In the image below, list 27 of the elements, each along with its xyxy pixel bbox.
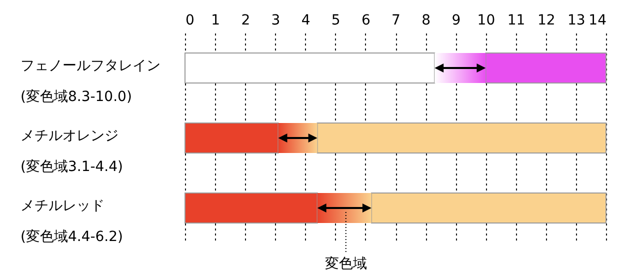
bar [316,122,606,154]
bar [184,52,436,84]
bar [184,122,279,154]
x-tick-label: 6 [361,12,370,28]
x-tick-label: 12 [537,12,556,28]
annotation: 変色域 [324,256,367,272]
x-tick-label: 8 [422,12,431,28]
x-tick-label: 2 [241,12,250,28]
x-tick-label: 5 [331,12,340,28]
x-tick-label: 3 [271,12,280,28]
bar [434,52,486,84]
y-tick-label: フェノールフタレイン (変色域8.3-10.0) [20,58,160,105]
x-tick-label: 11 [507,12,526,28]
bar [184,192,318,224]
x-tick-label: 10 [477,12,496,28]
x-tick-label: 0 [186,12,194,28]
x-tick-label: 9 [452,12,461,28]
x-tick-label: 14 [588,12,607,28]
x-tick-label: 7 [392,12,400,28]
bar [370,192,606,224]
y-tick-label: メチルレッド (変色域4.4-6.2) [20,198,124,245]
bar [485,52,606,84]
y-tick-label: メチルオレンジ (変色域3.1-4.4) [20,128,124,175]
bar [317,192,372,224]
x-tick-label: 4 [301,12,310,28]
x-tick-label: 1 [211,12,220,28]
x-tick-label: 13 [568,12,586,28]
